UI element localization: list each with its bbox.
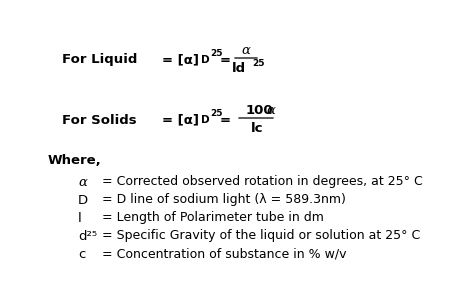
Text: c: c bbox=[78, 248, 85, 261]
Text: For Solids: For Solids bbox=[62, 114, 137, 126]
Text: = Concentration of substance in % w/v: = Concentration of substance in % w/v bbox=[102, 248, 346, 261]
Text: d²⁵: d²⁵ bbox=[78, 229, 97, 242]
Text: = Specific Gravity of the liquid or solution at 25° C: = Specific Gravity of the liquid or solu… bbox=[102, 229, 420, 242]
Text: = [α]: = [α] bbox=[162, 54, 199, 66]
Text: =: = bbox=[220, 54, 231, 66]
Text: l: l bbox=[78, 211, 82, 225]
Text: = [α]: = [α] bbox=[162, 114, 199, 126]
Text: = Corrected observed rotation in degrees, at 25° C: = Corrected observed rotation in degrees… bbox=[102, 175, 423, 188]
Text: lc: lc bbox=[251, 122, 263, 135]
Text: 25: 25 bbox=[210, 49, 222, 58]
Text: 25: 25 bbox=[252, 59, 264, 68]
Text: α: α bbox=[266, 104, 275, 116]
Text: Where,: Where, bbox=[48, 154, 102, 167]
Text: ld: ld bbox=[232, 62, 246, 75]
Text: D: D bbox=[201, 55, 210, 65]
Text: = D line of sodium light (λ = 589.3nm): = D line of sodium light (λ = 589.3nm) bbox=[102, 194, 346, 207]
Text: 25: 25 bbox=[210, 109, 222, 118]
Text: α: α bbox=[78, 175, 87, 188]
Text: D: D bbox=[201, 115, 210, 125]
Text: For Liquid: For Liquid bbox=[62, 54, 137, 66]
Text: D: D bbox=[78, 194, 88, 207]
Text: =: = bbox=[220, 114, 231, 126]
Text: 100: 100 bbox=[246, 104, 273, 116]
Text: α: α bbox=[241, 44, 250, 56]
Text: = Length of Polarimeter tube in dm: = Length of Polarimeter tube in dm bbox=[102, 211, 324, 225]
